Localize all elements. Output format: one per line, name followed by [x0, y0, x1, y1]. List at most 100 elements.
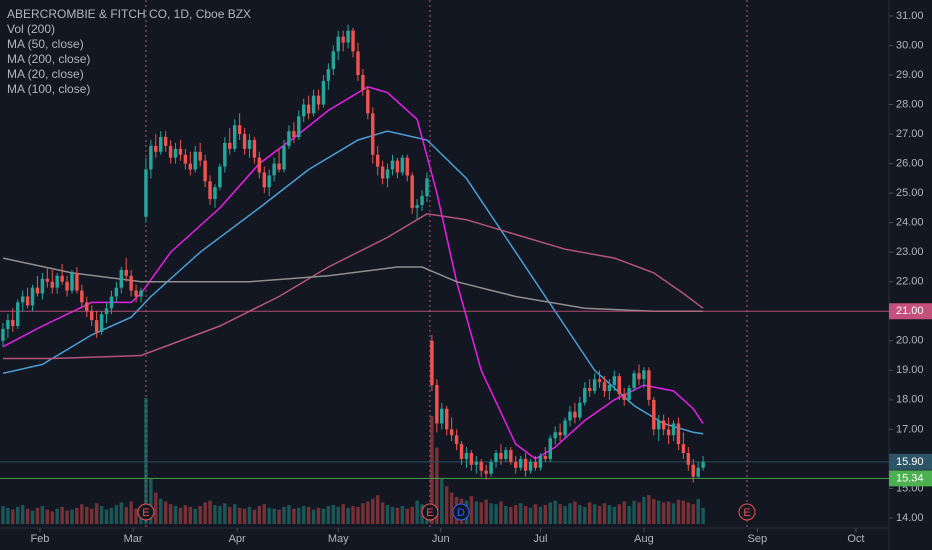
- volume-bar: [528, 507, 533, 524]
- volume-bar: [282, 506, 286, 524]
- volume-bar: [410, 506, 414, 524]
- volume-bar: [218, 506, 222, 524]
- ma-legend: MA (100, close): [7, 82, 90, 96]
- x-tick-label: Jun: [432, 533, 450, 545]
- volume-bar: [247, 506, 252, 524]
- candle-body: [336, 36, 340, 52]
- candle-body: [321, 80, 326, 105]
- candle-body: [232, 125, 237, 149]
- candle-body: [637, 373, 641, 380]
- volume-bar: [474, 501, 479, 524]
- price-tag-label: 21.00: [896, 305, 924, 317]
- candle-body: [657, 420, 661, 430]
- candle-body: [139, 290, 143, 297]
- volume-bar: [287, 505, 291, 524]
- volume-bar: [597, 506, 602, 524]
- candle-body: [341, 36, 345, 43]
- candle-body: [144, 169, 148, 217]
- volume-bar: [50, 511, 54, 524]
- candle-body: [129, 275, 133, 291]
- volume-bar: [385, 505, 390, 524]
- volume-bar: [440, 479, 444, 524]
- volume-bar: [405, 508, 409, 524]
- volume-bar: [587, 502, 592, 524]
- volume-bar: [361, 503, 365, 524]
- candle-body: [109, 296, 114, 309]
- volume-bar: [277, 509, 281, 524]
- x-tick-label: Feb: [30, 533, 49, 545]
- y-tick-label: 24.00: [896, 217, 924, 229]
- candle-body: [509, 450, 513, 462]
- volume-bar: [573, 501, 577, 524]
- volume-bar: [292, 508, 296, 524]
- candle-body: [661, 420, 666, 430]
- candle-body: [237, 125, 242, 135]
- volume-bar: [346, 507, 350, 524]
- candle-body: [400, 157, 405, 173]
- candle-body: [681, 444, 686, 453]
- candle-body: [395, 160, 400, 173]
- volume-bar: [356, 506, 360, 524]
- volume-bar: [558, 504, 562, 524]
- candle-body: [16, 302, 20, 327]
- candle-body: [514, 461, 518, 468]
- candle-body: [494, 452, 498, 462]
- volume-bar: [6, 507, 10, 524]
- candle-body: [676, 423, 681, 445]
- candle-body: [666, 429, 671, 436]
- volume-bar: [272, 508, 276, 524]
- candle-body: [20, 296, 25, 303]
- event-marker: [452, 503, 470, 521]
- candle-body: [198, 151, 202, 161]
- candle-body: [617, 376, 622, 394]
- candle-body: [297, 116, 301, 138]
- volume-bar: [666, 501, 671, 524]
- volume-bar: [375, 495, 380, 524]
- volume-bar: [632, 500, 636, 524]
- candle-body: [553, 432, 557, 439]
- volume-bar: [371, 498, 375, 524]
- y-tick-label: 29.00: [896, 69, 924, 81]
- candle-body: [578, 402, 582, 418]
- candle-body: [119, 269, 124, 288]
- candle-body: [361, 75, 365, 90]
- candle-body: [454, 435, 459, 445]
- volume-bar: [301, 506, 306, 524]
- candle-body: [558, 432, 562, 436]
- candle-body: [85, 302, 89, 312]
- candle-body: [252, 139, 257, 158]
- y-tick-label: 22.00: [896, 276, 924, 288]
- x-tick-label: Sep: [748, 533, 768, 545]
- volume-bar: [45, 509, 50, 524]
- candle-body: [55, 275, 59, 288]
- candle-body: [257, 157, 262, 173]
- x-tick-label: Aug: [634, 533, 654, 545]
- volume-bar: [232, 504, 237, 524]
- candle-body: [375, 154, 380, 167]
- volume-bar: [178, 507, 183, 524]
- candle-body: [168, 145, 173, 158]
- candle-body: [1, 328, 5, 341]
- candle-body: [622, 393, 626, 400]
- volume-bar: [321, 508, 326, 524]
- volume-bar: [430, 416, 434, 524]
- volume-bar: [390, 506, 395, 524]
- candle-body: [124, 269, 128, 276]
- candle-body: [163, 137, 168, 146]
- volume-bar: [70, 509, 74, 524]
- volume-bar: [568, 503, 572, 524]
- volume-bar: [622, 501, 626, 524]
- candle-body: [272, 163, 276, 176]
- candle-body: [346, 30, 350, 43]
- event-marker: [137, 503, 155, 521]
- candle-body: [292, 131, 296, 138]
- candle-body: [528, 461, 533, 471]
- candle-body: [213, 187, 217, 200]
- y-tick-label: 26.00: [896, 158, 924, 170]
- price-tag: [889, 303, 932, 320]
- volume-bar: [114, 505, 119, 524]
- volume-bar: [686, 502, 691, 524]
- candle-body: [75, 272, 79, 291]
- volume-bar: [89, 508, 94, 524]
